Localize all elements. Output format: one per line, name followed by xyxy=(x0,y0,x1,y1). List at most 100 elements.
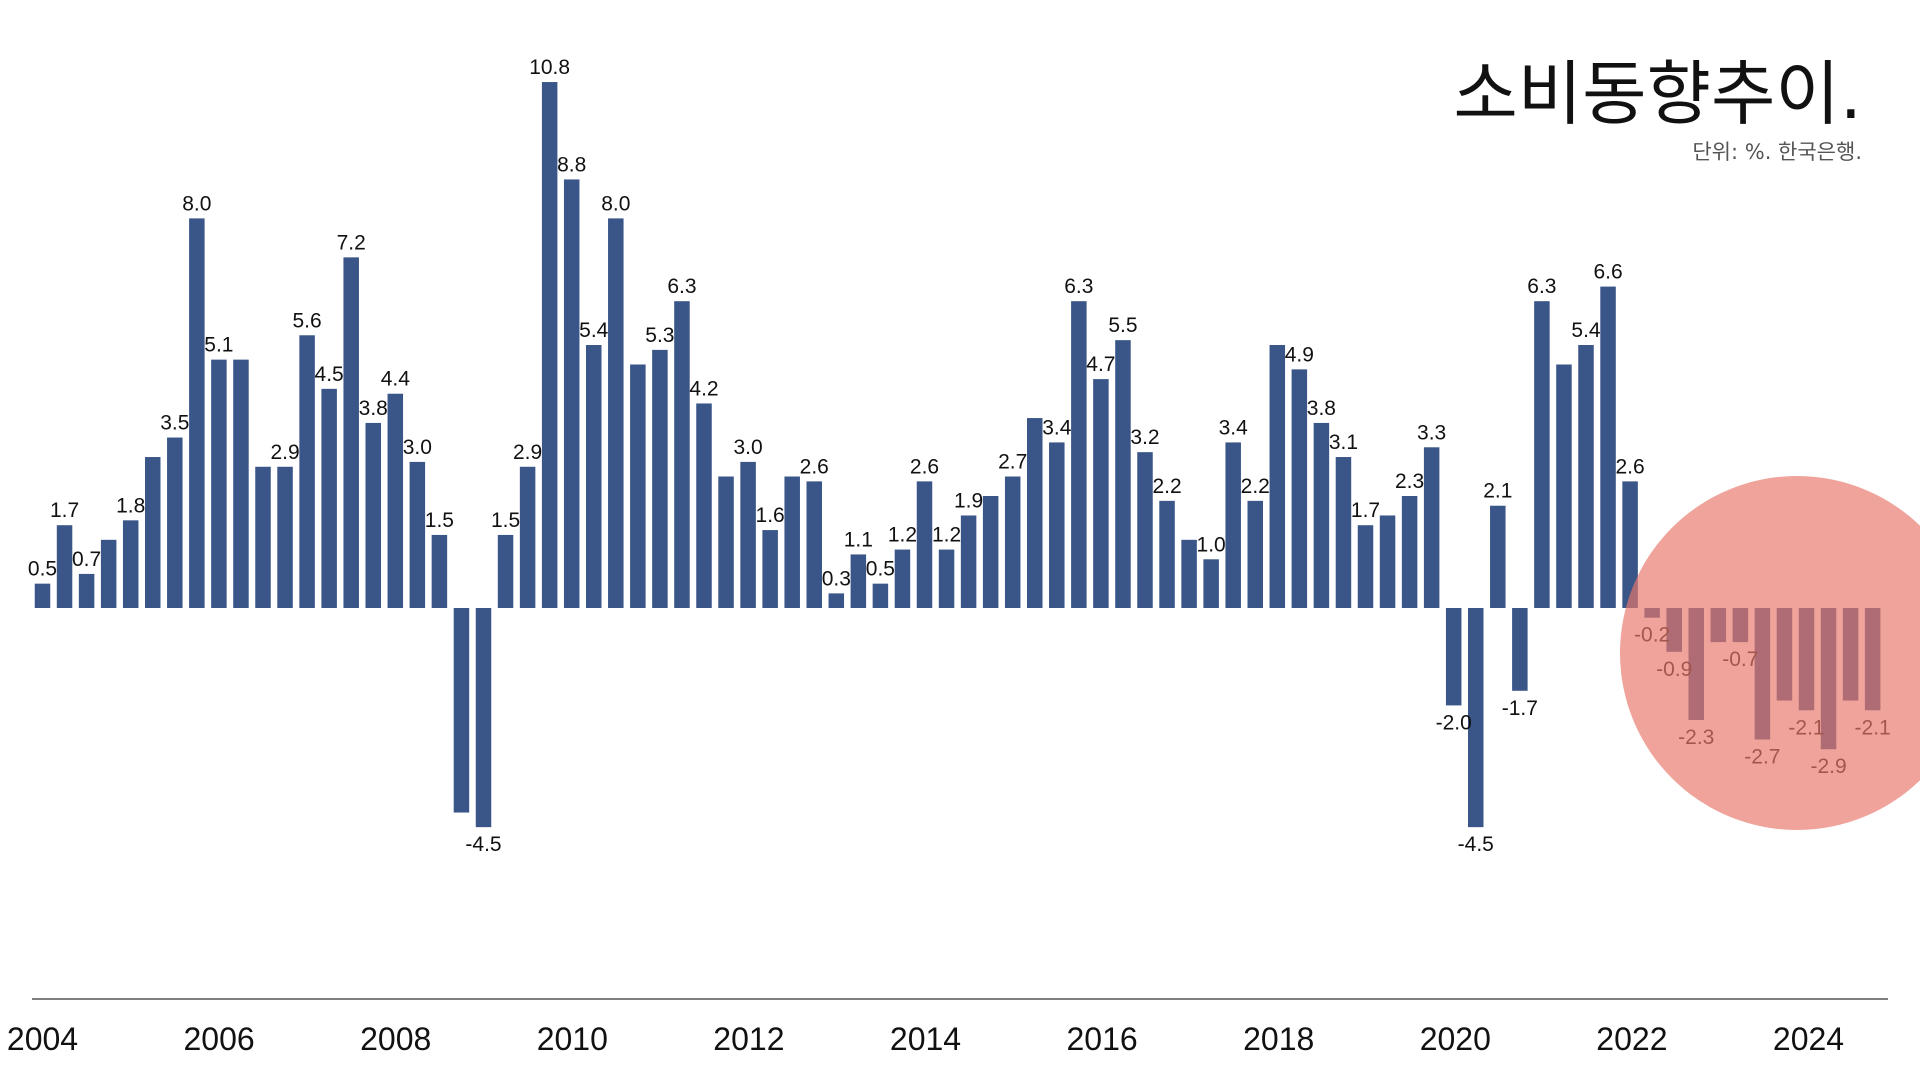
bar-value-label: 1.5 xyxy=(425,509,454,532)
bar-value-label: 3.5 xyxy=(160,412,189,435)
x-tick-label: 2016 xyxy=(1067,1021,1138,1057)
bar xyxy=(387,393,404,608)
bar xyxy=(1225,442,1241,608)
bar-value-label: 5.4 xyxy=(579,319,609,342)
bar xyxy=(365,422,381,608)
bar-value-label: 2.7 xyxy=(998,451,1027,474)
bar xyxy=(453,608,470,813)
bar xyxy=(1468,608,1484,828)
bar xyxy=(1049,442,1065,608)
bar xyxy=(78,573,95,608)
bar xyxy=(850,554,867,608)
bar xyxy=(806,481,822,608)
bar xyxy=(1247,500,1263,608)
bar-value-label: 5.3 xyxy=(645,324,674,347)
bar xyxy=(1269,345,1286,608)
bar xyxy=(1600,286,1616,608)
bar xyxy=(541,82,558,609)
bar-value-label: 5.4 xyxy=(1571,319,1601,342)
bar xyxy=(563,179,580,608)
bar-value-label: 1.1 xyxy=(844,528,873,551)
bar-value-label: 0.5 xyxy=(866,558,895,581)
bar xyxy=(431,534,448,608)
bar xyxy=(100,539,117,608)
bar xyxy=(696,403,712,608)
bar-value-label: 8.0 xyxy=(601,192,630,215)
bar-value-label: 1.5 xyxy=(491,509,520,532)
bar-value-label: 3.0 xyxy=(733,436,762,459)
bar-value-label: 1.9 xyxy=(954,489,983,512)
bar xyxy=(299,335,315,608)
bar-value-label: 4.5 xyxy=(315,363,344,386)
bar-value-label: 4.7 xyxy=(1086,353,1115,376)
bar-value-label: 6.3 xyxy=(1064,275,1093,298)
bar-value-label: 1.7 xyxy=(1351,499,1380,522)
bar xyxy=(1556,364,1572,608)
bar xyxy=(1071,301,1087,608)
bar xyxy=(718,476,734,608)
bar xyxy=(828,593,845,608)
bar xyxy=(1534,301,1550,608)
bar-value-label: -2.0 xyxy=(1436,711,1472,734)
bar-value-label: 1.2 xyxy=(932,524,961,547)
bar xyxy=(630,364,646,608)
bar-value-label: 2.3 xyxy=(1395,470,1424,493)
bar xyxy=(1291,369,1308,608)
bar-value-label: 2.1 xyxy=(1483,480,1512,503)
bar xyxy=(1357,525,1374,608)
bar xyxy=(1137,452,1153,608)
bar-value-label: 2.9 xyxy=(270,441,299,464)
bar xyxy=(1401,495,1418,608)
bar-value-label: 3.8 xyxy=(1307,397,1336,420)
bar xyxy=(1379,515,1396,608)
bar xyxy=(145,457,161,608)
bar xyxy=(519,466,536,608)
x-tick-label: 2024 xyxy=(1773,1021,1844,1057)
bar-value-label: 8.0 xyxy=(182,192,211,215)
bar xyxy=(1027,418,1043,608)
bar xyxy=(1159,500,1175,608)
bar-value-label: 7.2 xyxy=(337,231,366,254)
bar-value-label: 2.2 xyxy=(1241,475,1270,498)
bar-value-label: 1.7 xyxy=(50,499,79,522)
bar xyxy=(1115,340,1131,608)
bar xyxy=(1181,539,1197,608)
bar xyxy=(1622,481,1638,608)
bar xyxy=(277,466,293,608)
x-tick-label: 2008 xyxy=(360,1021,431,1057)
x-tick-label: 2020 xyxy=(1420,1021,1491,1057)
x-tick-label: 2004 xyxy=(7,1021,78,1057)
bar xyxy=(189,218,205,608)
bar xyxy=(960,515,977,608)
bar-value-label: 6.3 xyxy=(1527,275,1556,298)
bar-value-label: 3.0 xyxy=(403,436,432,459)
bar-value-label: 0.3 xyxy=(822,567,851,590)
bar-value-label: 3.8 xyxy=(359,397,388,420)
bar xyxy=(1093,379,1109,608)
bar-value-label: 4.4 xyxy=(381,368,411,391)
highlight-circle xyxy=(1620,476,1920,830)
bar xyxy=(255,466,271,608)
bar xyxy=(1004,476,1021,608)
bar xyxy=(652,349,668,608)
x-tick-label: 2010 xyxy=(537,1021,608,1057)
bar xyxy=(916,481,933,608)
x-tick-label: 2018 xyxy=(1243,1021,1314,1057)
bar-value-label: 10.8 xyxy=(529,56,570,79)
x-tick-label: 2006 xyxy=(184,1021,255,1057)
bar-value-label: 3.3 xyxy=(1417,421,1446,444)
bar xyxy=(872,583,889,608)
bar-value-label: 0.5 xyxy=(28,558,57,581)
chart-subtitle: 단위: %. 한국은행. xyxy=(1692,140,1862,164)
bar-value-label: 4.9 xyxy=(1285,343,1314,366)
bar-value-label: 3.2 xyxy=(1130,426,1159,449)
bar-value-label: 5.5 xyxy=(1108,314,1137,337)
bar xyxy=(497,534,514,608)
bar xyxy=(34,583,51,608)
bar xyxy=(56,525,73,608)
bar-value-label: 1.2 xyxy=(888,524,917,547)
bar-value-label: 1.0 xyxy=(1197,533,1226,556)
x-tick-label: 2022 xyxy=(1596,1021,1667,1057)
bar xyxy=(211,359,227,608)
bars-group xyxy=(34,82,1881,828)
